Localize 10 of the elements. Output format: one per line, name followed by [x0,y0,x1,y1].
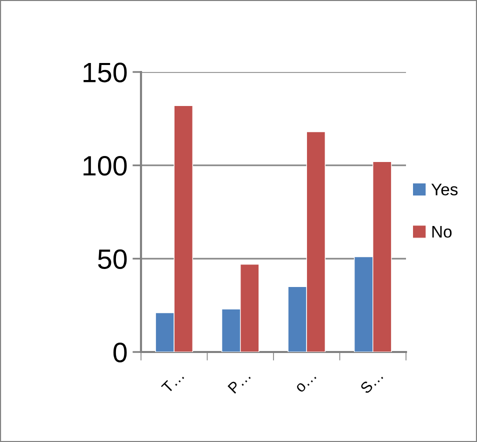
y-tick-label: 150 [84,62,127,82]
x-tick-label: S… [360,370,384,394]
legend-label: No [432,226,452,238]
x-tick-label: T… [161,370,184,394]
legend-label: Yes [431,184,458,196]
y-tick-label: 100 [84,156,127,176]
x-tick-label: o… [296,372,316,393]
y-tick-label: 0 [113,342,127,362]
y-tick-label: 50 [98,249,127,270]
x-tick-label: P… [228,370,251,394]
